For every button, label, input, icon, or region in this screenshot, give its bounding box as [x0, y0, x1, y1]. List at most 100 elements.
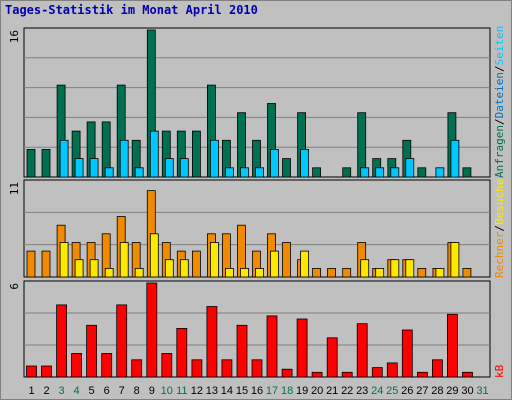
- bar-top-dateien-day-11: [179, 158, 189, 178]
- bar-middle-rechner-day-3: [59, 242, 69, 278]
- bar-top-anfragen-day-18: [282, 158, 291, 178]
- bar-middle-rechner-day-25: [390, 259, 400, 278]
- x-tick-label-day-20: 20: [311, 385, 323, 397]
- x-tick-label-day-10: 10: [161, 385, 173, 397]
- bar-top-anfragen-day-2: [41, 148, 51, 178]
- bar-bottom-kb-day-20: [311, 371, 323, 378]
- bar-top-anfragen-day-1: [26, 148, 36, 178]
- bar-top-anfragen-day-30: [462, 167, 472, 178]
- bar-top-dateien-day-6: [104, 167, 114, 178]
- x-tick-label-day-12: 12: [191, 385, 203, 397]
- bar-middle-rechner-day-19: [300, 250, 310, 278]
- x-tick-label-day-31: 31: [476, 385, 488, 397]
- bar-middle-besuche-day-18: [282, 242, 291, 278]
- bar-middle-rechner-day-11: [179, 259, 189, 278]
- bar-middle-besuche-day-27: [417, 267, 427, 278]
- x-tick-label-day-6: 6: [104, 385, 110, 397]
- bar-top-dateien-day-29: [450, 139, 460, 178]
- bar-middle-rechner-day-28: [435, 267, 445, 278]
- bar-bottom-kb-day-10: [161, 353, 173, 378]
- bar-bottom-kb-day-12: [191, 359, 203, 378]
- bar-bottom-kb-day-17: [266, 315, 278, 378]
- bar-top-dateien-day-15: [240, 167, 249, 178]
- x-tick-label-day-28: 28: [431, 385, 443, 397]
- bar-bottom-kb-day-5: [86, 324, 97, 378]
- bar-bottom-kb-day-7: [116, 304, 128, 378]
- x-tick-label-day-15: 15: [236, 385, 248, 397]
- panel-top-ymax-label: 16: [8, 30, 21, 43]
- bar-top-dateien-day-13: [209, 139, 219, 178]
- bar-bottom-kb-day-21: [326, 337, 338, 378]
- bar-bottom-kb-day-2: [41, 365, 52, 378]
- bar-top-anfragen-day-20: [312, 167, 322, 178]
- bar-bottom-kb-day-24: [371, 367, 383, 378]
- bar-middle-rechner-day-5: [89, 259, 99, 278]
- bar-bottom-kb-day-6: [101, 353, 113, 378]
- bar-middle-rechner-day-17: [270, 250, 279, 278]
- x-tick-label-day-23: 23: [356, 385, 368, 397]
- x-tick-label-day-14: 14: [221, 385, 233, 397]
- x-tick-label-day-18: 18: [281, 385, 293, 397]
- x-tick-label-day-3: 3: [59, 385, 65, 397]
- bar-middle-rechner-day-26: [405, 259, 415, 278]
- x-tick-label-day-21: 21: [326, 385, 338, 397]
- x-tick-label-day-11: 11: [176, 385, 187, 397]
- x-tick-label-day-13: 13: [206, 385, 218, 397]
- x-tick-label-day-24: 24: [371, 385, 383, 397]
- bar-middle-besuche-day-1: [26, 250, 36, 278]
- bar-bottom-kb-day-14: [221, 359, 233, 378]
- x-tick-label-day-7: 7: [119, 385, 125, 397]
- bar-top-dateien-day-26: [405, 158, 415, 178]
- x-tick-label-day-16: 16: [251, 385, 263, 397]
- bar-middle-rechner-day-14: [224, 267, 234, 278]
- bar-top-dateien-day-23: [360, 167, 370, 178]
- bar-middle-rechner-day-6: [104, 267, 114, 278]
- bar-bottom-kb-day-22: [341, 371, 353, 378]
- bar-middle-rechner-day-15: [240, 267, 249, 278]
- bar-middle-rechner-day-24: [375, 267, 385, 278]
- bar-top-dateien-day-25: [390, 167, 400, 178]
- bar-middle-besuche-day-30: [462, 267, 472, 278]
- bar-top-dateien-day-19: [300, 148, 310, 178]
- bar-middle-rechner-day-23: [360, 259, 370, 278]
- bar-middle-rechner-day-9: [149, 233, 159, 278]
- x-tick-label-day-26: 26: [401, 385, 413, 397]
- bar-top-anfragen-day-27: [417, 167, 427, 178]
- bar-bottom-kb-day-16: [251, 359, 263, 378]
- bar-bottom-kb-day-30: [462, 371, 473, 378]
- bar-bottom-kb-day-4: [71, 353, 82, 378]
- x-tick-label-day-25: 25: [386, 385, 398, 397]
- bar-top-anfragen-day-12: [191, 130, 201, 178]
- bar-top-dateien-day-7: [119, 139, 129, 178]
- bar-top-anfragen-day-23: [357, 112, 367, 178]
- bar-middle-besuche-day-21: [327, 267, 337, 278]
- bar-middle-besuche-day-22: [342, 267, 352, 278]
- bar-bottom-kb-day-26: [401, 329, 413, 378]
- bar-middle-besuche-day-20: [312, 267, 322, 278]
- bar-top-dateien-day-16: [255, 167, 264, 178]
- legend-middle: Rechner/Besuche: [493, 179, 506, 278]
- bar-bottom-kb-day-23: [356, 323, 368, 378]
- bar-middle-rechner-day-4: [74, 259, 84, 278]
- bar-bottom-kb-day-18: [281, 368, 293, 378]
- bar-bottom-kb-day-8: [131, 359, 143, 378]
- bar-middle-besuche-day-2: [41, 250, 51, 278]
- x-tick-label-day-4: 4: [74, 385, 80, 397]
- bar-top-dateien-day-10: [164, 158, 174, 178]
- panel-middle-ymax-label: 11: [8, 182, 21, 195]
- bar-bottom-kb-day-27: [416, 371, 428, 378]
- bar-top-dateien-day-5: [89, 158, 99, 178]
- bar-top-dateien-day-3: [59, 139, 69, 178]
- bar-bottom-kb-day-11: [176, 327, 188, 378]
- bar-bottom-kb-day-19: [296, 318, 308, 378]
- bar-top-anfragen-day-22: [342, 167, 352, 178]
- bar-top-dateien-day-17: [270, 148, 279, 178]
- bar-top-dateien-day-4: [74, 158, 84, 178]
- bar-bottom-kb-day-15: [236, 324, 248, 378]
- x-tick-label-day-8: 8: [134, 385, 140, 397]
- legend-top: Anfragen/Dateien/Seiten: [493, 26, 506, 178]
- bar-bottom-kb-day-28: [431, 359, 443, 378]
- panel-bottom-ymax-label: 6: [8, 283, 21, 290]
- x-tick-label-day-19: 19: [296, 385, 308, 397]
